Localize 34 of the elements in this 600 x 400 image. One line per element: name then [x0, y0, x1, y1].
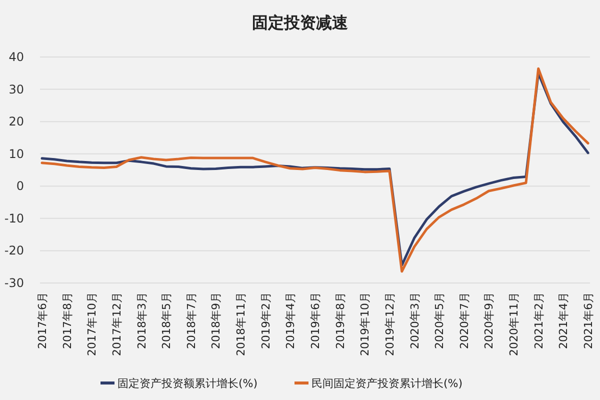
x-tick-label: 2021年2月 — [532, 292, 546, 349]
x-tick-label: 2020年5月 — [433, 292, 446, 349]
y-tick-label: 10 — [8, 146, 24, 161]
x-tick-label: 2019年12月 — [383, 292, 396, 356]
y-tick-label: 0 — [16, 179, 24, 194]
y-tick-label: -20 — [4, 244, 24, 258]
x-tick-label: 2017年10月 — [86, 292, 99, 356]
x-tick-label: 2018年5月 — [160, 292, 174, 349]
x-tick-label: 2019年8月 — [334, 292, 347, 349]
legend-label: 固定资产投资额累计增长(%) — [118, 377, 258, 390]
x-tick-label: 2019年4月 — [284, 292, 298, 349]
x-tick-label: 2018年9月 — [210, 292, 223, 349]
x-tick-label: 2020年7月 — [458, 292, 471, 349]
x-tick-label: 2019年2月 — [259, 292, 272, 349]
y-tick-label: 40 — [8, 50, 24, 64]
y-tick-label: -10 — [4, 211, 24, 226]
y-tick-label: 30 — [8, 82, 24, 96]
legend-label: 民间固定资产投资累计增长(%) — [312, 377, 463, 390]
x-tick-label: 2021年6月 — [582, 292, 595, 349]
x-tick-label: 2019年6月 — [309, 292, 322, 349]
x-tick-label: 2018年3月 — [135, 292, 148, 349]
x-tick-label: 2020年11月 — [508, 292, 521, 356]
x-tick-label: 2017年6月 — [36, 292, 49, 349]
x-tick-label: 2020年3月 — [408, 292, 422, 349]
x-tick-label: 2017年12月 — [110, 292, 124, 356]
y-tick-label: -30 — [4, 276, 24, 290]
x-tick-label: 2018年11月 — [234, 292, 248, 356]
x-tick-label: 2020年9月 — [482, 292, 496, 349]
x-tick-label: 2017年8月 — [60, 292, 74, 349]
y-tick-label: 20 — [8, 114, 24, 129]
x-tick-label: 2021年4月 — [557, 292, 570, 349]
x-tick-label: 2018年7月 — [184, 292, 198, 349]
chart-title: 固定投资减速 — [252, 13, 349, 32]
x-tick-label: 2019年10月 — [358, 292, 372, 356]
